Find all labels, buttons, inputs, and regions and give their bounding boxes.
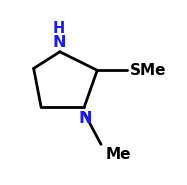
Text: N: N — [52, 35, 66, 50]
Text: N: N — [78, 111, 92, 126]
Text: SMe: SMe — [130, 63, 166, 78]
Text: H: H — [53, 21, 65, 36]
Text: Me: Me — [106, 147, 131, 162]
